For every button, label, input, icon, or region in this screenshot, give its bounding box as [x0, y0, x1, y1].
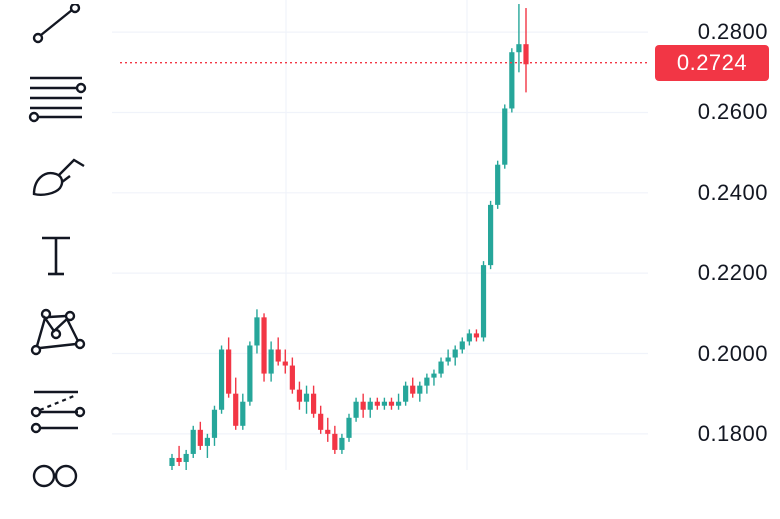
candle-body	[268, 349, 274, 374]
candle-body	[332, 433, 338, 450]
candle-body	[311, 393, 317, 414]
price-axis-label: 0.2000	[697, 340, 768, 366]
candle-body	[388, 401, 395, 406]
candle-body	[353, 401, 359, 418]
candle-body	[381, 401, 387, 406]
candle-body	[218, 349, 225, 410]
last-price-label: 0.2724	[655, 44, 769, 81]
candle-body	[502, 108, 508, 165]
candle-body	[339, 437, 345, 450]
candle-body	[431, 373, 437, 378]
candle-body	[261, 317, 267, 374]
candle-body	[169, 457, 175, 466]
candle-body	[318, 413, 324, 430]
measure-tool[interactable]	[22, 450, 92, 514]
price-axis-label: 0.2400	[697, 179, 768, 205]
candle-body	[403, 385, 409, 402]
candle-body	[233, 393, 239, 426]
candle-body	[226, 349, 232, 394]
candle-body	[360, 401, 366, 410]
prediction-tool[interactable]	[22, 382, 92, 446]
candle-body	[480, 265, 487, 338]
candle-body	[296, 389, 303, 402]
drawing-toolbar	[0, 0, 112, 488]
pattern-tool[interactable]	[22, 306, 92, 370]
candle-body	[240, 401, 246, 426]
candle-body	[254, 317, 260, 346]
candle-body	[176, 457, 182, 462]
candle-body	[204, 437, 210, 446]
measure-icon	[32, 464, 78, 488]
candle-body	[197, 429, 203, 446]
candle-series	[169, 4, 529, 470]
price-axis-label: 0.2800	[697, 19, 768, 45]
candle-body	[282, 361, 288, 366]
candle-body	[459, 341, 465, 350]
brush-icon	[32, 158, 85, 196]
fib-retracement-tool[interactable]	[22, 68, 92, 132]
candle-body	[466, 333, 472, 342]
candle-body	[367, 401, 373, 410]
candle-body	[509, 52, 515, 109]
candle-body	[325, 429, 331, 434]
candlestick-chart[interactable]	[112, 0, 780, 470]
candle-body	[410, 385, 416, 394]
trend-line-tool[interactable]	[22, 2, 92, 68]
xabcd-pattern-icon	[30, 308, 86, 356]
fib-retracement-icon	[28, 76, 87, 123]
candle-body	[473, 333, 480, 338]
candle-body	[247, 345, 253, 402]
candle-body	[424, 377, 430, 386]
candle-body	[275, 349, 281, 362]
trend-line-icon	[32, 2, 81, 44]
text-icon	[42, 236, 70, 276]
price-chart[interactable]	[112, 0, 780, 470]
candle-body	[417, 385, 423, 394]
price-axis-label: 0.1800	[697, 420, 768, 446]
candle-body	[346, 417, 352, 438]
candle-body	[374, 401, 380, 406]
candle-body	[211, 409, 218, 438]
candle-body	[438, 361, 444, 374]
price-axis-label: 0.2200	[697, 260, 768, 286]
candle-body	[303, 393, 310, 402]
candle-body	[445, 357, 451, 362]
candle-body	[190, 429, 196, 454]
chart-grid	[112, 0, 648, 470]
text-tool[interactable]	[22, 228, 92, 292]
candle-body	[289, 365, 295, 390]
candle-body	[488, 204, 494, 266]
candle-body	[395, 401, 402, 406]
brush-tool[interactable]	[22, 150, 92, 214]
candle-body	[495, 164, 501, 205]
candle-body	[516, 44, 522, 53]
candle-body	[523, 44, 529, 65]
forecast-icon	[30, 390, 86, 434]
candle-body	[452, 349, 458, 358]
price-axis-label: 0.2600	[697, 99, 768, 125]
candle-body	[183, 453, 189, 462]
